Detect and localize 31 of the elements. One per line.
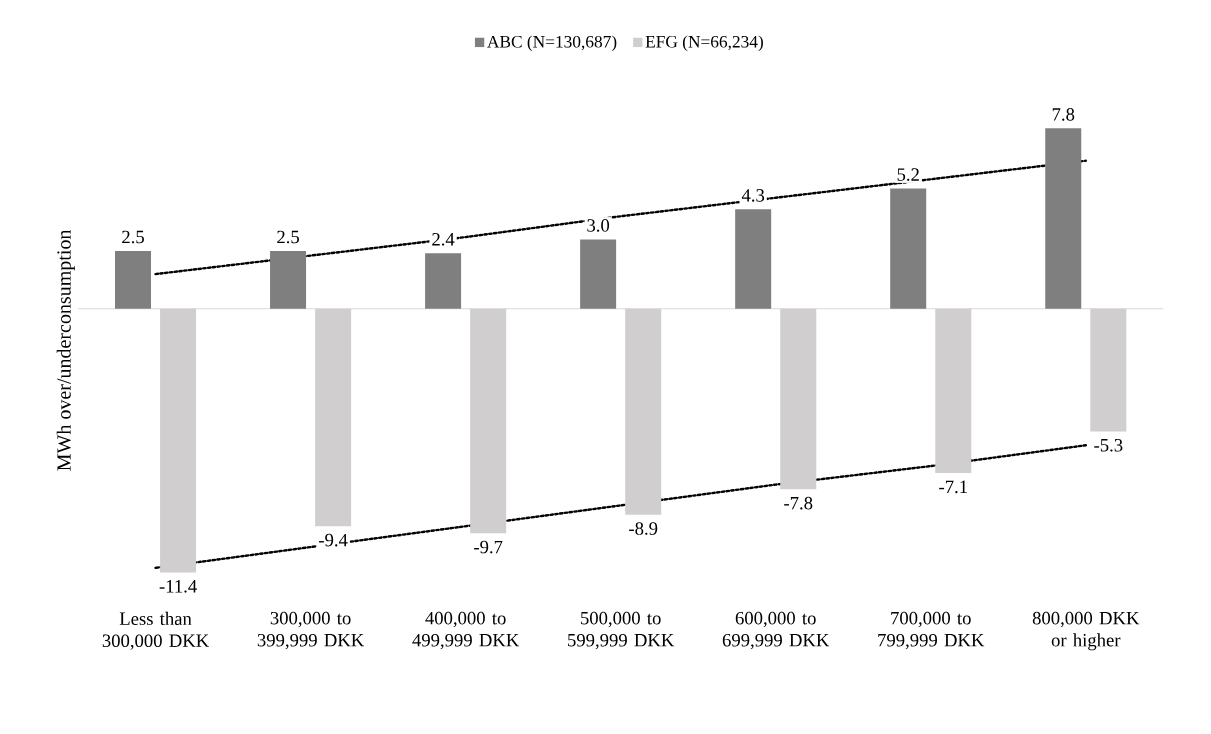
x-tick-label: 700,000 to 799,999 DKK	[878, 612, 985, 650]
data-label: -7.1	[939, 480, 967, 494]
data-label: 2.5	[122, 230, 144, 244]
data-label: -5.3	[1094, 439, 1123, 452]
data-label: 7.8	[1052, 108, 1075, 122]
bar	[425, 253, 462, 310]
bar	[115, 251, 152, 310]
x-tick-label: Less than 300,000 DKK	[102, 612, 210, 650]
data-label: -7.8	[784, 497, 813, 510]
data-label: -9.7	[474, 541, 503, 554]
data-label: -9.4	[319, 534, 348, 547]
bar	[890, 188, 927, 310]
data-label: 2.5	[277, 230, 299, 244]
legend-label: EFG (N=66,234)	[645, 35, 763, 52]
x-tick-label: 800,000 DKK or higher	[1032, 612, 1140, 651]
x-tick-label: 500,000 to 599,999 DKK	[568, 612, 675, 650]
legend-label: ABC (N=130,687)	[487, 35, 617, 52]
data-label: 2.4	[432, 233, 455, 246]
data-label: 3.0	[587, 219, 610, 233]
x-tick-label: 300,000 to 399,999 DKK	[257, 612, 365, 650]
bar	[1045, 128, 1082, 310]
data-label: 4.3	[741, 189, 765, 202]
bar	[735, 209, 772, 310]
data-label: 5.2	[897, 168, 919, 182]
data-label: -8.9	[629, 522, 658, 536]
data-label: -11.4	[159, 580, 197, 593]
bar	[580, 239, 617, 310]
x-tick-label: 400,000 to 499,999 DKK	[412, 612, 520, 650]
bar	[270, 251, 307, 310]
x-tick-label: 600,000 to 699,999 DKK	[722, 612, 830, 650]
y-axis-title: MWh over/underconsumption	[56, 230, 75, 471]
